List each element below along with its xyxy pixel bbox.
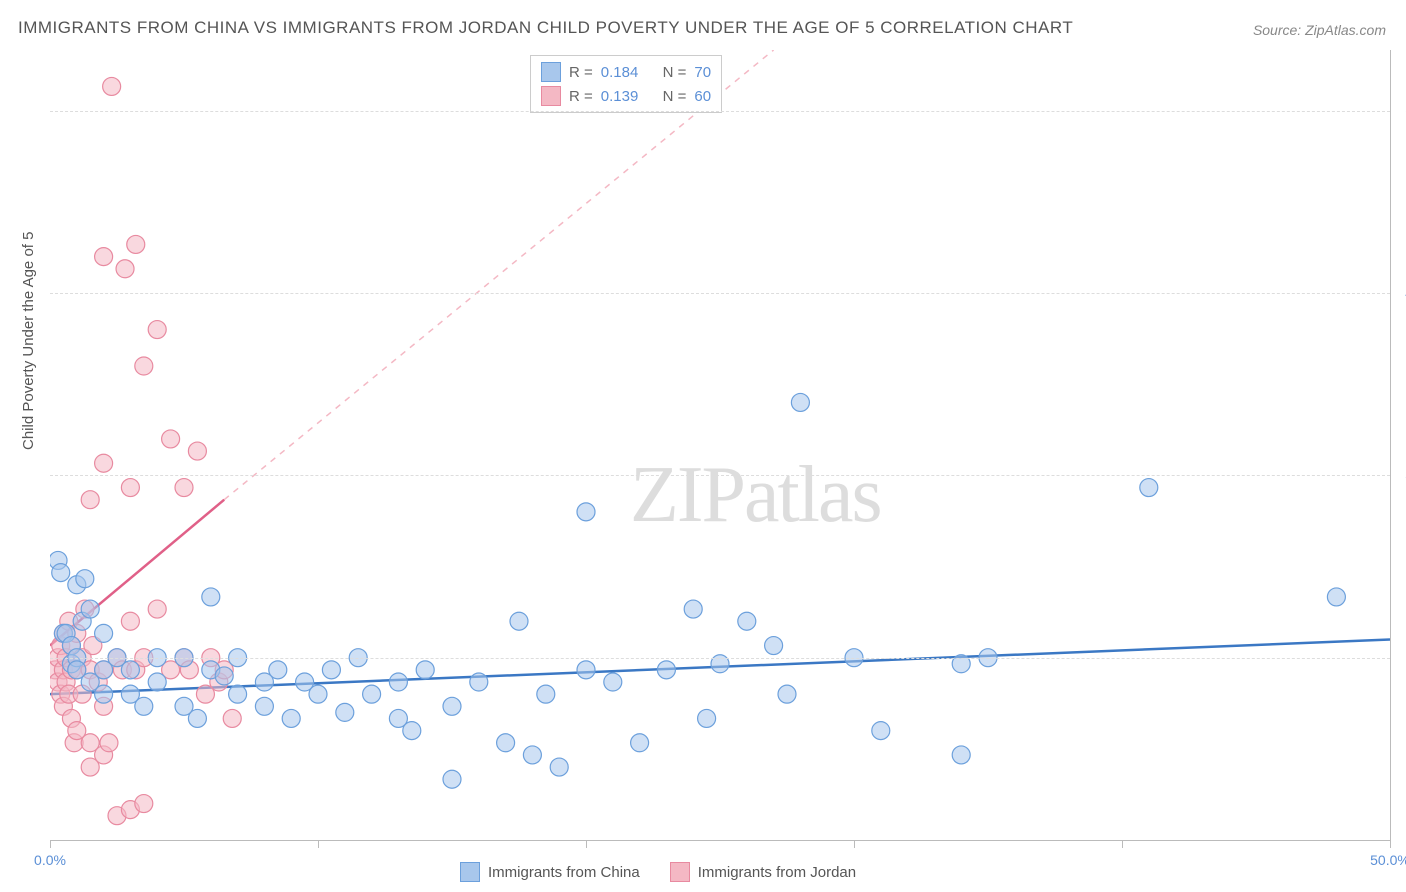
legend-label-china: Immigrants from China <box>488 864 640 881</box>
legend-stats-row-jordan: R = 0.139 N = 60 <box>541 84 711 108</box>
n-value-china: 70 <box>694 64 711 81</box>
legend-bottom: Immigrants from China Immigrants from Jo… <box>460 862 856 882</box>
legend-stats: R = 0.184 N = 70 R = 0.139 N = 60 <box>530 55 722 113</box>
y-axis-label: Child Poverty Under the Age of 5 <box>20 232 37 450</box>
legend-label-jordan: Immigrants from Jordan <box>698 864 856 881</box>
legend-item-china: Immigrants from China <box>460 862 640 882</box>
swatch-jordan-icon <box>670 862 690 882</box>
legend-stats-row-china: R = 0.184 N = 70 <box>541 60 711 84</box>
plot-area: ZIPatlas R = 0.184 N = 70 R = 0.139 N = … <box>50 50 1391 841</box>
r-label: R = <box>569 88 593 105</box>
chart-title: IMMIGRANTS FROM CHINA VS IMMIGRANTS FROM… <box>18 18 1073 38</box>
chart-container: IMMIGRANTS FROM CHINA VS IMMIGRANTS FROM… <box>0 0 1406 892</box>
source-label: Source: ZipAtlas.com <box>1253 22 1386 38</box>
r-label: R = <box>569 64 593 81</box>
chart-svg <box>50 50 1390 840</box>
swatch-china-icon <box>460 862 480 882</box>
r-value-jordan: 0.139 <box>601 88 639 105</box>
n-value-jordan: 60 <box>694 88 711 105</box>
swatch-china <box>541 62 561 82</box>
n-label: N = <box>663 64 687 81</box>
r-value-china: 0.184 <box>601 64 639 81</box>
n-label: N = <box>663 88 687 105</box>
swatch-jordan <box>541 86 561 106</box>
legend-item-jordan: Immigrants from Jordan <box>670 862 856 882</box>
